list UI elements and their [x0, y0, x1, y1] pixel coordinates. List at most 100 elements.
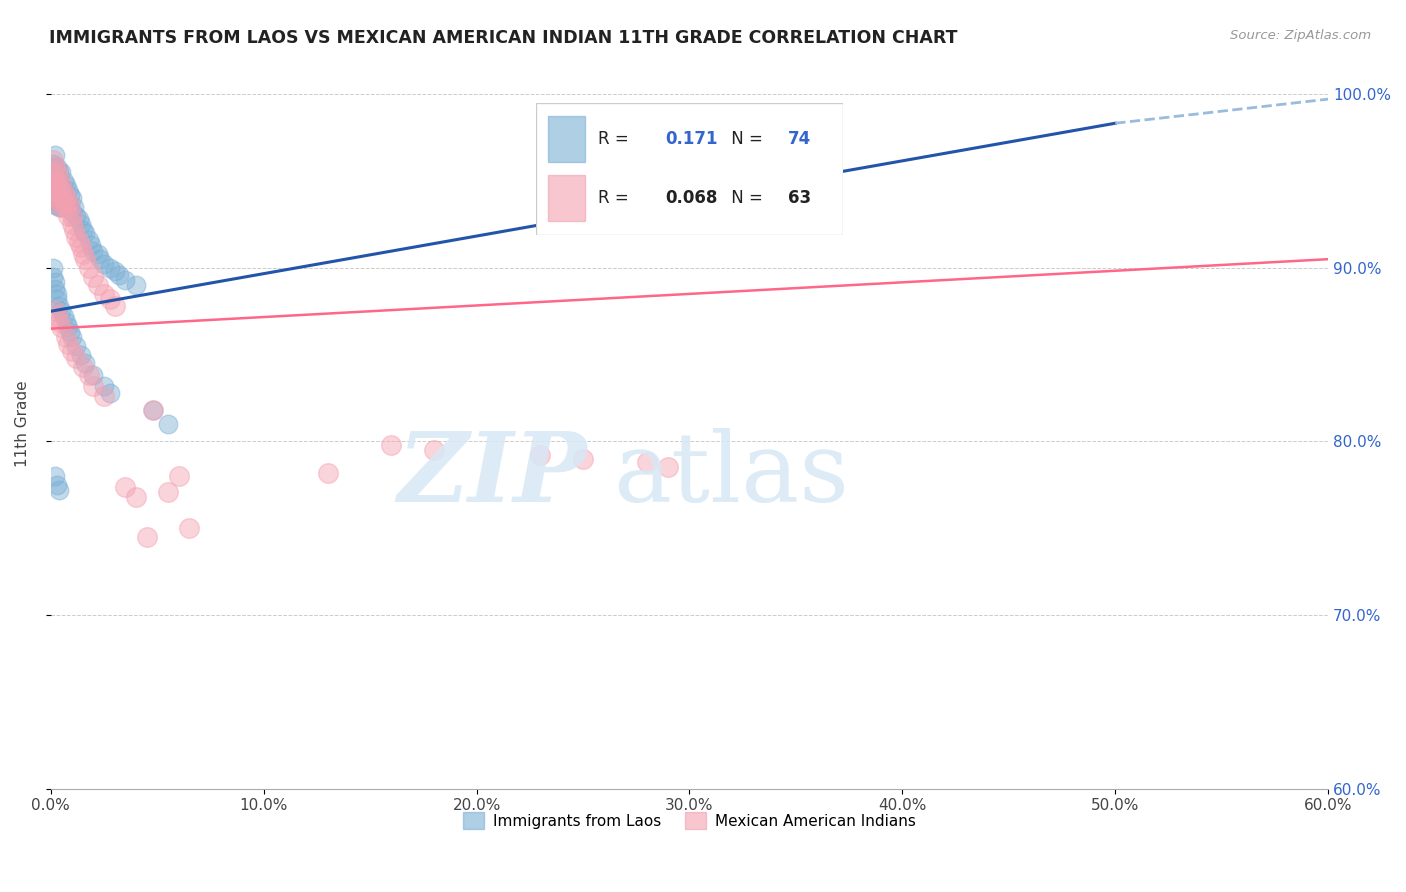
Point: [82, 379, 104, 393]
Point: [42, 191, 65, 205]
Point: [167, 469, 190, 483]
Point: [42, 157, 65, 171]
Point: [46, 190, 69, 204]
Point: [51, 319, 73, 334]
Text: ZIP: ZIP: [398, 428, 588, 522]
Point: [104, 264, 127, 278]
Point: [156, 417, 179, 431]
Point: [59, 200, 82, 214]
Point: [179, 521, 201, 535]
Point: [46, 292, 69, 306]
Point: [56, 319, 79, 334]
Point: [48, 178, 70, 192]
Point: [100, 260, 122, 275]
Point: [72, 359, 94, 374]
Point: [73, 356, 96, 370]
Point: [65, 351, 87, 365]
Point: [86, 247, 108, 261]
Point: [56, 337, 79, 351]
Point: [59, 325, 82, 339]
Point: [82, 269, 104, 284]
Point: [42, 178, 65, 192]
Point: [55, 190, 77, 204]
Point: [63, 222, 86, 236]
Point: [86, 278, 108, 293]
Point: [48, 181, 70, 195]
Point: [142, 403, 165, 417]
Point: [67, 212, 90, 227]
Point: [44, 304, 66, 318]
Text: atlas: atlas: [613, 428, 849, 522]
Point: [42, 165, 65, 179]
Point: [60, 191, 83, 205]
Point: [114, 273, 136, 287]
Point: [44, 282, 66, 296]
Point: [44, 198, 66, 212]
Point: [93, 257, 115, 271]
Point: [82, 244, 104, 258]
Point: [108, 268, 131, 282]
Point: [46, 174, 69, 188]
Point: [56, 194, 79, 209]
Text: IMMIGRANTS FROM LAOS VS MEXICAN AMERICAN INDIAN 11TH GRADE CORRELATION CHART: IMMIGRANTS FROM LAOS VS MEXICAN AMERICAN…: [49, 29, 957, 46]
Point: [69, 218, 91, 232]
Point: [44, 165, 66, 179]
Point: [80, 238, 103, 252]
Point: [60, 218, 83, 232]
Point: [55, 191, 77, 205]
Point: [48, 170, 70, 185]
Point: [46, 286, 69, 301]
Point: [51, 188, 73, 202]
Point: [52, 183, 75, 197]
Point: [52, 194, 75, 209]
Point: [44, 160, 66, 174]
Point: [60, 330, 83, 344]
Point: [51, 200, 73, 214]
Point: [52, 194, 75, 209]
Point: [100, 292, 122, 306]
Point: [51, 304, 73, 318]
Point: [51, 200, 73, 214]
Point: [125, 278, 148, 293]
Point: [82, 368, 104, 383]
Point: [60, 209, 83, 223]
Point: [55, 315, 77, 329]
Point: [69, 240, 91, 254]
Point: [529, 448, 551, 462]
Y-axis label: 11th Grade: 11th Grade: [15, 381, 30, 467]
Point: [52, 174, 75, 188]
Point: [46, 310, 69, 324]
Point: [48, 299, 70, 313]
Point: [42, 188, 65, 202]
Point: [44, 188, 66, 202]
Point: [316, 466, 339, 480]
Point: [142, 403, 165, 417]
Point: [44, 275, 66, 289]
Point: [46, 165, 69, 179]
Point: [42, 153, 65, 168]
Point: [51, 178, 73, 192]
Point: [423, 443, 446, 458]
Point: [93, 286, 115, 301]
Point: [44, 178, 66, 192]
Point: [44, 469, 66, 483]
Point: [59, 188, 82, 202]
Point: [42, 260, 65, 275]
Point: [77, 368, 100, 383]
Point: [51, 178, 73, 192]
Point: [77, 233, 100, 247]
Point: [55, 178, 77, 192]
Point: [93, 379, 115, 393]
Point: [72, 222, 94, 236]
Point: [125, 490, 148, 504]
Point: [42, 269, 65, 284]
Point: [65, 339, 87, 353]
Point: [44, 148, 66, 162]
Text: Source: ZipAtlas.com: Source: ZipAtlas.com: [1230, 29, 1371, 42]
Point: [42, 160, 65, 174]
Point: [65, 229, 87, 244]
Point: [65, 209, 87, 223]
Point: [59, 200, 82, 214]
Point: [46, 178, 69, 192]
Point: [67, 235, 90, 249]
